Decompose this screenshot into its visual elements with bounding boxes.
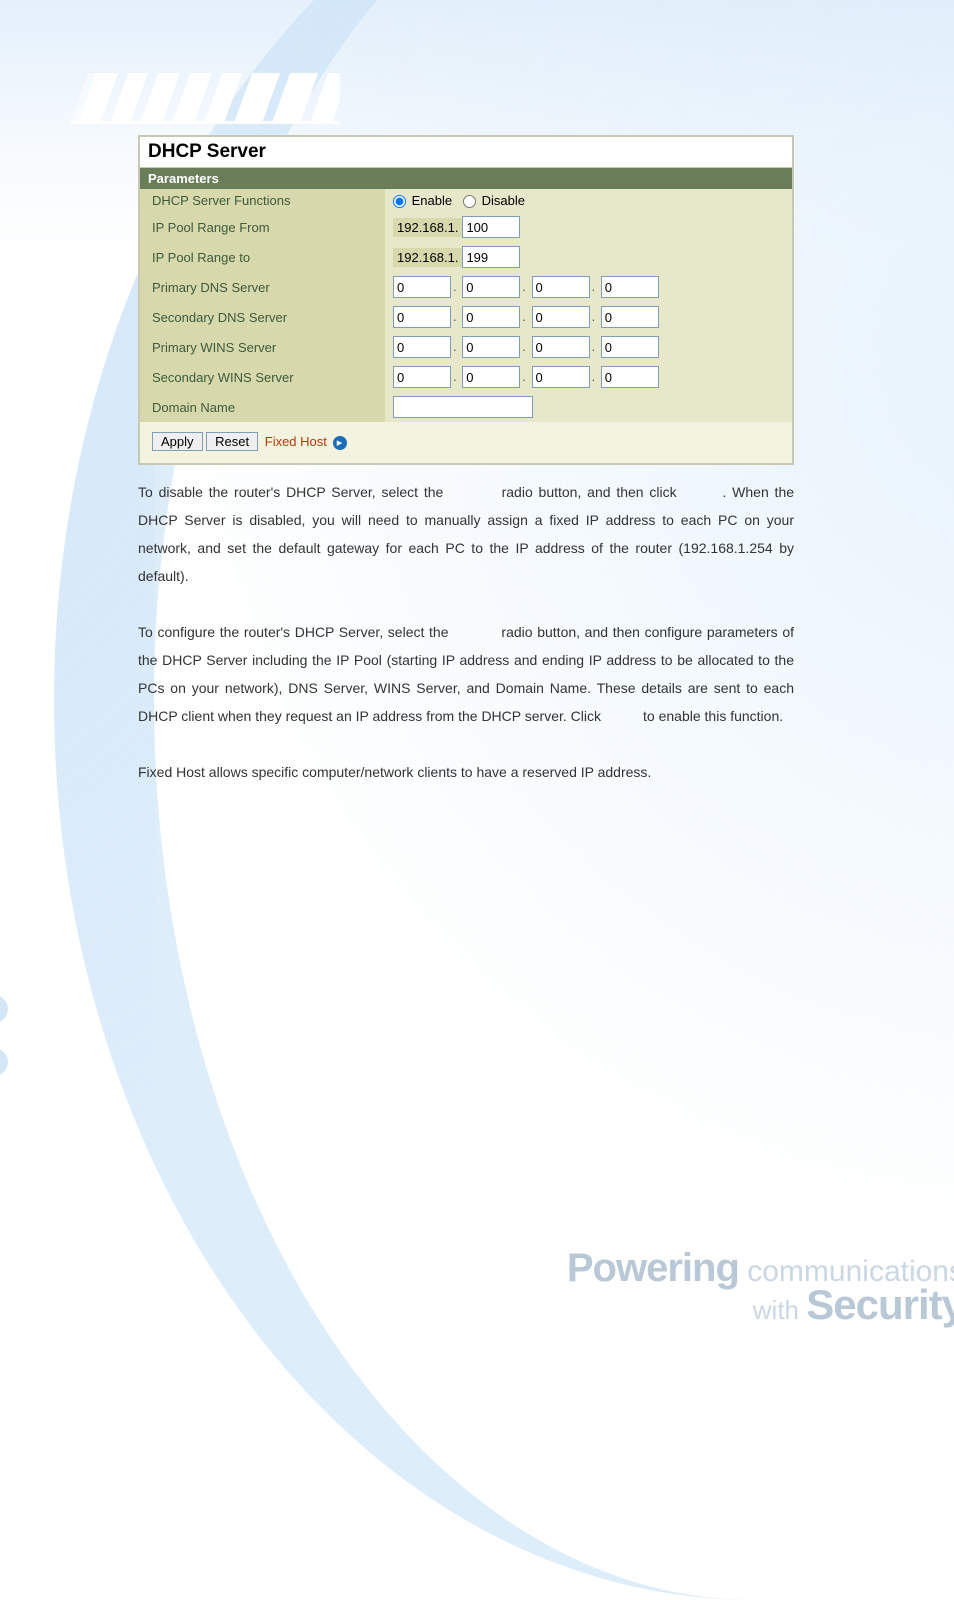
parameters-table: DHCP Server Functions Enable Disable IP … bbox=[140, 189, 792, 422]
enable-radio[interactable] bbox=[393, 195, 406, 208]
secondary-wins-oct4[interactable] bbox=[601, 366, 659, 388]
pool-to-label: IP Pool Range to bbox=[140, 242, 385, 272]
paragraph-2: To configure the router's DHCP Server, s… bbox=[138, 618, 794, 730]
pool-from-input[interactable] bbox=[462, 216, 520, 238]
fixed-host-link[interactable]: Fixed Host ▸ bbox=[265, 434, 347, 449]
slogan-security: Security bbox=[806, 1281, 954, 1328]
slogan-with: with bbox=[753, 1295, 806, 1325]
domain-label: Domain Name bbox=[140, 392, 385, 422]
secondary-dns-oct2[interactable] bbox=[462, 306, 520, 328]
primary-wins-oct3[interactable] bbox=[532, 336, 590, 358]
primary-dns-label: Primary DNS Server bbox=[140, 272, 385, 302]
arrow-circle-icon: ▸ bbox=[333, 436, 347, 450]
secondary-wins-oct3[interactable] bbox=[532, 366, 590, 388]
disable-radio[interactable] bbox=[463, 195, 476, 208]
brand-logo bbox=[60, 68, 340, 126]
dhcp-server-panel: DHCP Server Parameters DHCP Server Funct… bbox=[138, 135, 794, 465]
primary-wins-oct4[interactable] bbox=[601, 336, 659, 358]
body-text: To disable the router's DHCP Server, sel… bbox=[138, 478, 794, 814]
pool-from-label: IP Pool Range From bbox=[140, 212, 385, 242]
panel-title: DHCP Server bbox=[140, 137, 792, 168]
reset-button[interactable]: Reset bbox=[206, 432, 258, 451]
background-circles bbox=[0, 995, 8, 1101]
button-row: Apply Reset Fixed Host ▸ bbox=[140, 422, 792, 463]
paragraph-3: Fixed Host allows specific computer/netw… bbox=[138, 758, 794, 786]
slogan-powering: Powering bbox=[567, 1246, 739, 1290]
enable-radio-label[interactable]: Enable bbox=[393, 193, 456, 208]
functions-label: DHCP Server Functions bbox=[140, 189, 385, 212]
disable-radio-label[interactable]: Disable bbox=[463, 193, 525, 208]
secondary-wins-label: Secondary WINS Server bbox=[140, 362, 385, 392]
primary-wins-oct1[interactable] bbox=[393, 336, 451, 358]
parameters-label: Parameters bbox=[140, 168, 792, 189]
primary-wins-oct2[interactable] bbox=[462, 336, 520, 358]
secondary-dns-oct1[interactable] bbox=[393, 306, 451, 328]
pool-to-prefix: 192.168.1. bbox=[393, 248, 462, 267]
primary-dns-oct2[interactable] bbox=[462, 276, 520, 298]
pool-to-input[interactable] bbox=[462, 246, 520, 268]
primary-wins-inputs: . . . bbox=[385, 332, 792, 362]
primary-dns-oct1[interactable] bbox=[393, 276, 451, 298]
primary-dns-inputs: . . . bbox=[385, 272, 792, 302]
secondary-dns-oct4[interactable] bbox=[601, 306, 659, 328]
secondary-wins-oct1[interactable] bbox=[393, 366, 451, 388]
primary-dns-oct3[interactable] bbox=[532, 276, 590, 298]
secondary-dns-oct3[interactable] bbox=[532, 306, 590, 328]
primary-dns-oct4[interactable] bbox=[601, 276, 659, 298]
paragraph-1: To disable the router's DHCP Server, sel… bbox=[138, 478, 794, 590]
secondary-dns-label: Secondary DNS Server bbox=[140, 302, 385, 332]
secondary-wins-inputs: . . . bbox=[385, 362, 792, 392]
secondary-dns-inputs: . . . bbox=[385, 302, 792, 332]
secondary-wins-oct2[interactable] bbox=[462, 366, 520, 388]
apply-button[interactable]: Apply bbox=[152, 432, 203, 451]
pool-from-prefix: 192.168.1. bbox=[393, 218, 462, 237]
primary-wins-label: Primary WINS Server bbox=[140, 332, 385, 362]
slogan: Powering communications with Security bbox=[567, 1246, 954, 1329]
domain-input[interactable] bbox=[393, 396, 533, 418]
